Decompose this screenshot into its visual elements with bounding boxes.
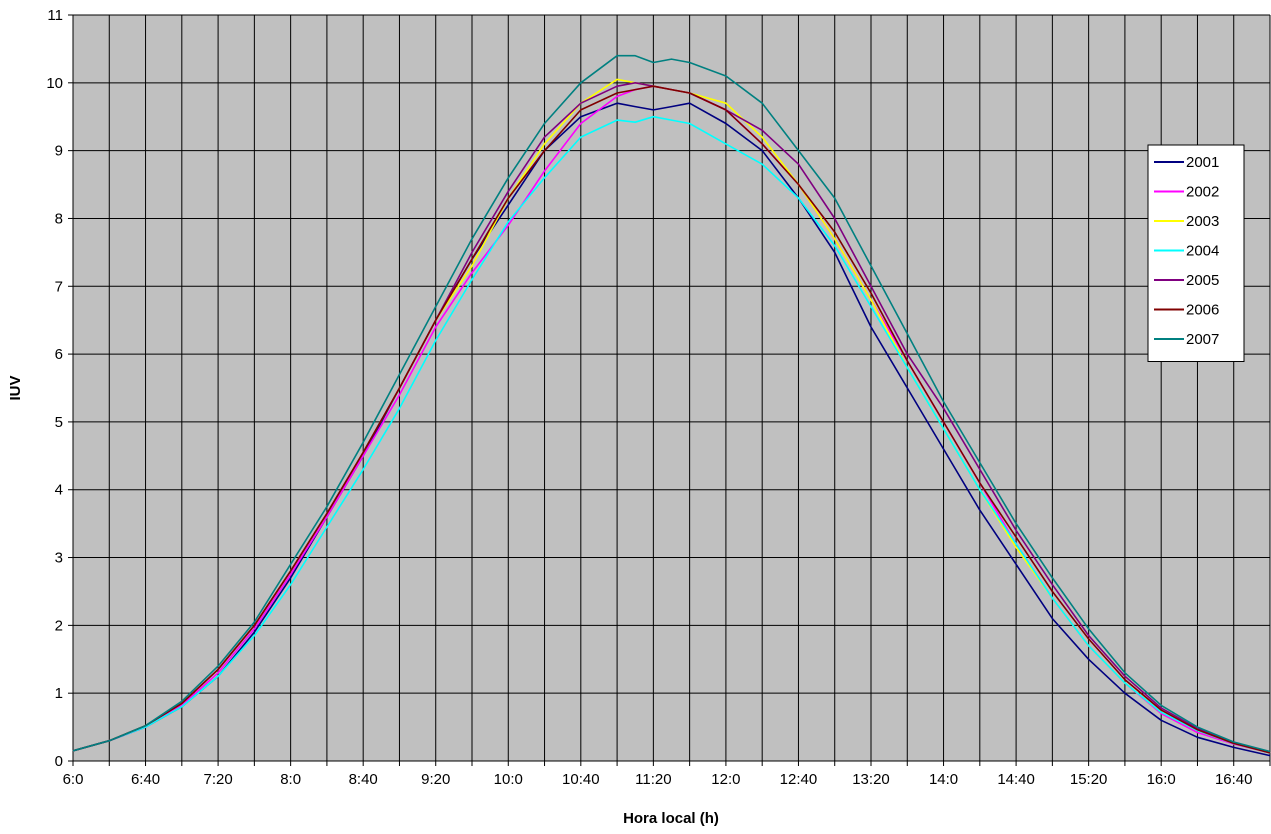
x-tick-label: 14:40 bbox=[997, 771, 1035, 788]
x-tick-label: 10:40 bbox=[562, 771, 600, 788]
x-tick-label: 9:20 bbox=[421, 771, 450, 788]
legend-label: 2005 bbox=[1186, 272, 1219, 289]
y-tick-label: 7 bbox=[55, 278, 63, 295]
y-tick-label: 6 bbox=[55, 346, 63, 363]
y-tick-label: 3 bbox=[55, 550, 63, 567]
legend-label: 2001 bbox=[1186, 154, 1219, 171]
series-line-2006 bbox=[72, 85, 1271, 754]
series-line-2001 bbox=[72, 102, 1271, 757]
series-line-2004 bbox=[72, 115, 1271, 754]
x-tick-label: 12:0 bbox=[711, 771, 740, 788]
y-tick-label: 0 bbox=[55, 753, 63, 770]
legend-label: 2007 bbox=[1186, 331, 1219, 348]
x-tick-label: 6:40 bbox=[131, 771, 160, 788]
x-tick-label: 15:20 bbox=[1070, 771, 1108, 788]
axes bbox=[68, 14, 1271, 766]
y-tick-label: 4 bbox=[55, 482, 63, 499]
x-tick-label: 11:20 bbox=[635, 771, 671, 788]
y-tick-label: 8 bbox=[55, 210, 63, 227]
plot-area bbox=[73, 15, 1270, 761]
series-lines bbox=[72, 54, 1271, 757]
y-tick-label: 10 bbox=[46, 75, 63, 92]
x-tick-label: 16:40 bbox=[1215, 771, 1253, 788]
x-axis-title: Hora local (h) bbox=[623, 810, 719, 827]
x-tick-label: 6:0 bbox=[63, 771, 84, 788]
legend-label: 2002 bbox=[1186, 184, 1219, 201]
y-tick-labels: 0 1 2 3 4 5 6 7 8 9 10 11 bbox=[46, 7, 63, 770]
y-axis-title: IUV bbox=[7, 375, 24, 400]
y-tick-label: 5 bbox=[55, 414, 63, 431]
y-tick-label: 11 bbox=[47, 7, 63, 24]
legend-label: 2006 bbox=[1186, 302, 1219, 319]
x-tick-label: 13:20 bbox=[852, 771, 890, 788]
x-tick-label: 16:0 bbox=[1147, 771, 1176, 788]
grid-lines bbox=[73, 14, 1270, 761]
legend-label: 2003 bbox=[1186, 213, 1219, 230]
x-tick-label: 8:0 bbox=[280, 771, 301, 788]
legend: 2001 2002 2003 2004 2005 2006 2007 bbox=[1147, 144, 1245, 362]
x-tick-label: 7:20 bbox=[203, 771, 232, 788]
y-tick-label: 1 bbox=[55, 685, 63, 702]
y-tick-label: 9 bbox=[55, 143, 63, 160]
x-tick-label: 10:0 bbox=[494, 771, 523, 788]
x-tick-labels: 6:0 6:40 7:20 8:0 8:40 9:20 10:0 10:40 11:20 12:0… bbox=[63, 771, 1253, 788]
x-tick-label: 12:40 bbox=[780, 771, 818, 788]
legend-label: 2004 bbox=[1186, 243, 1219, 260]
x-tick-label: 14:0 bbox=[929, 771, 958, 788]
y-tick-label: 2 bbox=[55, 617, 63, 634]
legend-box bbox=[1147, 144, 1245, 362]
x-tick-label: 8:40 bbox=[349, 771, 378, 788]
series-line-2007 bbox=[72, 54, 1271, 753]
